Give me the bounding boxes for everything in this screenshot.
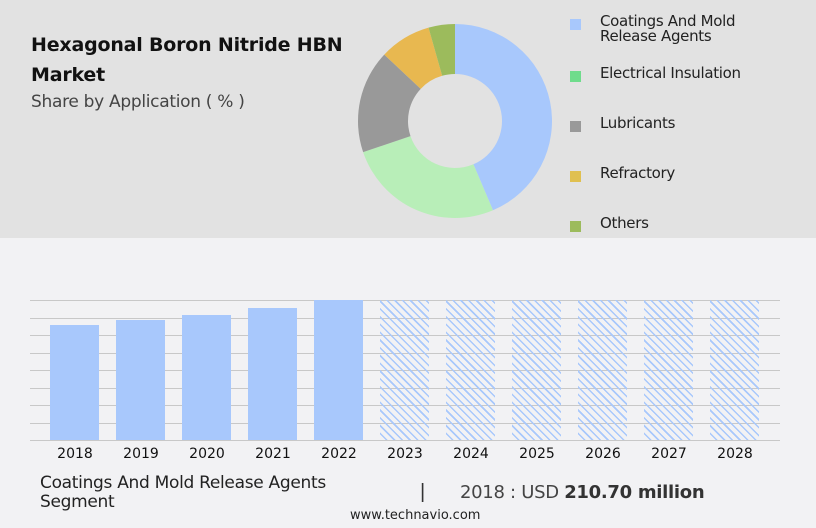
bar xyxy=(182,315,231,440)
bar xyxy=(50,325,99,440)
x-axis-label: 2020 xyxy=(189,446,225,462)
legend-label: Refractory xyxy=(600,164,675,182)
legend-swatch-icon xyxy=(570,71,581,82)
source-url: www.technavio.com xyxy=(350,508,481,523)
forecast-bar xyxy=(710,300,759,440)
x-axis-label: 2025 xyxy=(519,446,555,462)
x-axis-label: 2023 xyxy=(387,446,423,462)
bar xyxy=(116,320,165,440)
legend-label: Lubricants xyxy=(600,114,676,132)
footer-separator: | xyxy=(420,481,426,503)
donut-slice xyxy=(428,24,455,76)
segment-value: 2018 : USD 210.70 million xyxy=(460,482,705,503)
forecast-bar xyxy=(446,300,495,440)
chart-title: Hexagonal Boron Nitride HBN Market xyxy=(31,34,343,86)
legend-label: Coatings And Mold Release Agents xyxy=(600,12,736,45)
x-axis-label: 2022 xyxy=(321,446,357,462)
donut-slice xyxy=(363,136,493,218)
x-axis-label: 2026 xyxy=(585,446,621,462)
legend-swatch-icon xyxy=(570,221,581,232)
x-axis-label: 2024 xyxy=(453,446,489,462)
bar xyxy=(314,300,363,440)
bar xyxy=(248,308,297,440)
legend-swatch-icon xyxy=(570,121,581,132)
value-prefix: 2018 : USD xyxy=(460,482,559,503)
donut-slice xyxy=(384,27,443,89)
x-axis-label: 2027 xyxy=(651,446,687,462)
forecast-bar xyxy=(578,300,627,440)
legend-label: Electrical Insulation xyxy=(600,64,741,82)
legend-item-others: Others xyxy=(570,216,800,232)
forecast-bar xyxy=(644,300,693,440)
x-axis-label: 2018 xyxy=(57,446,93,462)
x-axis-label: 2028 xyxy=(717,446,753,462)
donut-chart xyxy=(358,24,552,218)
forecast-bar xyxy=(512,300,561,440)
forecast-bar xyxy=(380,300,429,440)
legend-swatch-icon xyxy=(570,19,581,30)
legend-item-lubricants: Lubricants xyxy=(570,116,800,132)
x-axis-label: 2021 xyxy=(255,446,291,462)
legend-item-coatings: Coatings And Mold Release Agents xyxy=(570,14,770,44)
grid-line xyxy=(30,440,780,441)
legend-swatch-icon xyxy=(570,171,581,182)
legend-label: Others xyxy=(600,214,649,232)
x-axis-label: 2019 xyxy=(123,446,159,462)
legend-item-refractory: Refractory xyxy=(570,166,800,182)
segment-label: Coatings And Mold Release Agents Segment xyxy=(40,473,326,512)
chart-subtitle: Share by Application ( % ) xyxy=(31,92,245,112)
legend-item-electrical-insulation: Electrical Insulation xyxy=(570,66,800,82)
donut-slice xyxy=(358,54,421,153)
value-amount: 210.70 million xyxy=(564,482,705,503)
donut-slice xyxy=(455,24,552,211)
